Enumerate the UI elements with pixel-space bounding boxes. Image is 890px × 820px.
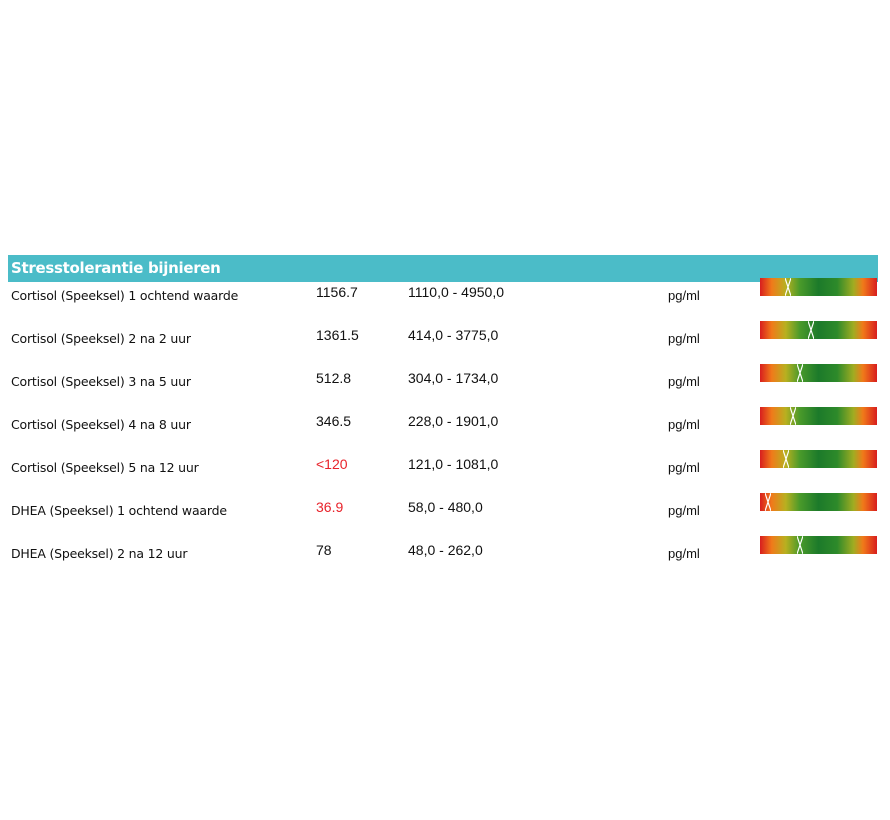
value-marker xyxy=(808,321,814,339)
reference-range: 121,0 - 1081,0 xyxy=(408,456,499,472)
reference-range: 414,0 - 3775,0 xyxy=(408,327,499,343)
reference-range: 48,0 - 262,0 xyxy=(408,542,483,558)
reference-range: 228,0 - 1901,0 xyxy=(408,413,499,429)
result-row: Cortisol (Speeksel) 5 na 12 uur <120 121,0… xyxy=(0,450,890,478)
section-title: Stresstolerantie bijnieren xyxy=(11,259,221,277)
test-value: 1156.7 xyxy=(316,284,358,300)
result-row: Cortisol (Speeksel) 1 ochtend waarde 1156… xyxy=(0,278,890,306)
unit: pg/ml xyxy=(668,460,700,475)
test-name: Cortisol (Speeksel) 4 na 8 uur xyxy=(11,417,191,432)
result-row: DHEA (Speeksel) 2 na 12 uur 78 48,0 - 262,… xyxy=(0,536,890,564)
value-marker xyxy=(797,536,803,554)
test-value: 1361.5 xyxy=(316,327,359,343)
test-value: 78 xyxy=(316,542,332,558)
reference-range: 58,0 - 480,0 xyxy=(408,499,483,515)
test-value: 346.5 xyxy=(316,413,352,429)
range-indicator xyxy=(760,278,877,296)
test-name: Cortisol (Speeksel) 2 na 2 uur xyxy=(11,331,191,346)
result-row: DHEA (Speeksel) 1 ochtend waarde 36.9 58,0… xyxy=(0,493,890,521)
test-value: 36.9 xyxy=(316,499,344,515)
range-indicator xyxy=(760,536,877,554)
test-name: DHEA (Speeksel) 2 na 12 uur xyxy=(11,546,188,561)
test-name: Cortisol (Speeksel) 1 ochtend waarde xyxy=(11,288,239,303)
range-indicator xyxy=(760,450,877,468)
test-name: Cortisol (Speeksel) 5 na 12 uur xyxy=(11,460,199,475)
unit: pg/ml xyxy=(668,331,700,346)
result-row: Cortisol (Speeksel) 4 na 8 uur 346.5 228,0… xyxy=(0,407,890,435)
reference-range: 304,0 - 1734,0 xyxy=(408,370,499,386)
unit: pg/ml xyxy=(668,546,700,561)
unit: pg/ml xyxy=(668,417,700,432)
unit: pg/ml xyxy=(668,503,700,518)
value-marker xyxy=(783,450,789,468)
range-indicator xyxy=(760,493,877,511)
range-indicator xyxy=(760,364,877,382)
unit: pg/ml xyxy=(668,288,700,303)
test-value: <120 xyxy=(316,456,348,472)
value-marker xyxy=(797,364,803,382)
result-row: Cortisol (Speeksel) 2 na 2 uur 1361.5 414,… xyxy=(0,321,890,349)
value-marker xyxy=(785,278,791,296)
value-marker xyxy=(790,407,796,425)
test-value: 512.8 xyxy=(316,370,352,386)
test-name: Cortisol (Speeksel) 3 na 5 uur xyxy=(11,374,191,389)
range-indicator xyxy=(760,321,877,339)
test-name: DHEA (Speeksel) 1 ochtend waarde xyxy=(11,503,227,518)
reference-range: 1110,0 - 4950,0 xyxy=(408,284,505,300)
result-row: Cortisol (Speeksel) 3 na 5 uur 512.8 304,0… xyxy=(0,364,890,392)
section-header: Stresstolerantie bijnieren xyxy=(8,255,878,282)
range-indicator xyxy=(760,407,877,425)
unit: pg/ml xyxy=(668,374,700,389)
value-marker xyxy=(765,493,771,511)
